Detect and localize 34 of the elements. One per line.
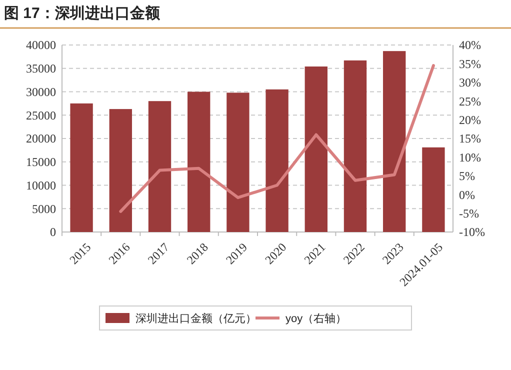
legend-label: yoy（右轴） [286,312,347,325]
y2-tick-label: 25% [459,94,481,108]
bar [226,92,250,232]
y-tick-label: 15000 [26,155,56,170]
bar [304,66,328,232]
bar [148,101,172,232]
y2-tick-label: 30% [459,76,481,90]
legend-label: 深圳进出口金额（亿元） [136,312,256,325]
bar [188,92,210,232]
bar [109,109,132,232]
bar [422,147,445,232]
y2-tick-label: -5% [459,206,479,220]
y-tick-label: 40000 [26,38,56,52]
y-tick-label: 10000 [26,178,56,192]
y2-tick-label: 40% [459,38,481,52]
y2-tick-label: 35% [459,56,481,71]
line-series [119,64,435,213]
bar [70,103,93,232]
y2-tick-label: 20% [459,113,481,127]
y-tick-label: 0 [50,225,56,240]
bar [344,60,367,232]
y2-tick-label: 0% [459,188,475,202]
y-tick-label: 30000 [26,84,56,99]
y-tick-label: 20000 [26,132,56,146]
bar [383,51,406,232]
y-tick-label: 35000 [26,62,56,76]
y2-tick-label: 10% [459,150,481,164]
y2-tick-label: -10% [459,225,485,240]
chart-title: 图 17：深圳进出口金额 [4,4,161,22]
y-tick-label: 25000 [26,108,56,122]
y2-tick-label: 5% [459,169,475,184]
bar [266,89,288,232]
y2-tick-label: 15% [459,132,481,146]
y-tick-label: 5000 [32,202,56,216]
